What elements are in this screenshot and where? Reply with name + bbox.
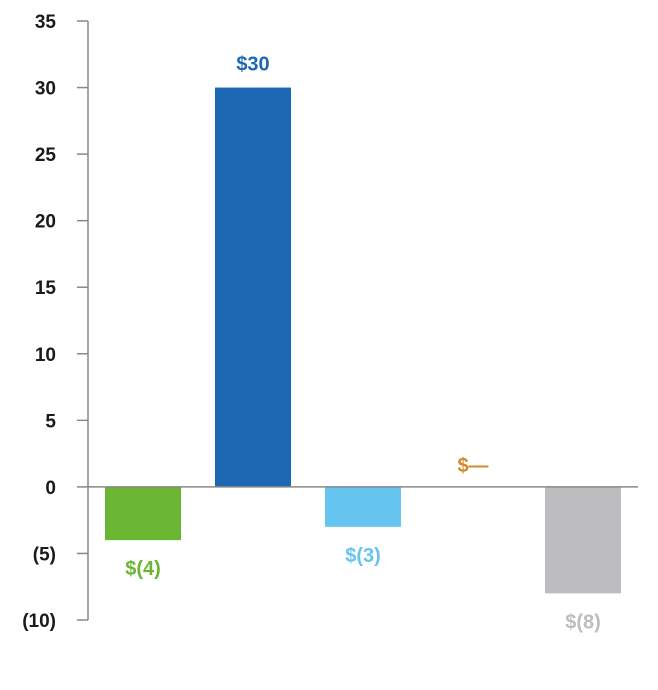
y-tick-label: (10): [22, 611, 56, 632]
data-label: $(4): [125, 558, 161, 580]
y-tick-label: 20: [35, 212, 56, 233]
bars: [105, 87, 621, 594]
data-label: $(3): [345, 545, 381, 567]
y-axis-ticks: 35 30 25 20 15 10 5 0 (5) (10): [22, 12, 88, 632]
y-tick-label: 0: [45, 478, 56, 499]
y-tick-label: 5: [45, 411, 56, 432]
y-tick-label: 30: [35, 79, 56, 100]
y-tick-label: 25: [35, 145, 57, 166]
y-tick-label: (5): [33, 544, 56, 565]
bar: [545, 486, 621, 594]
data-label: $—: [457, 455, 488, 477]
bar: [325, 486, 401, 527]
bar: [105, 486, 181, 541]
bar: [215, 87, 291, 487]
data-label: $30: [236, 54, 269, 76]
y-tick-label: 10: [35, 345, 56, 366]
y-tick-label: 35: [35, 12, 57, 33]
data-label: $(8): [565, 611, 601, 633]
data-labels: $(4) $30 $(3) $— $(8): [125, 54, 601, 634]
y-tick-label: 15: [35, 278, 57, 299]
